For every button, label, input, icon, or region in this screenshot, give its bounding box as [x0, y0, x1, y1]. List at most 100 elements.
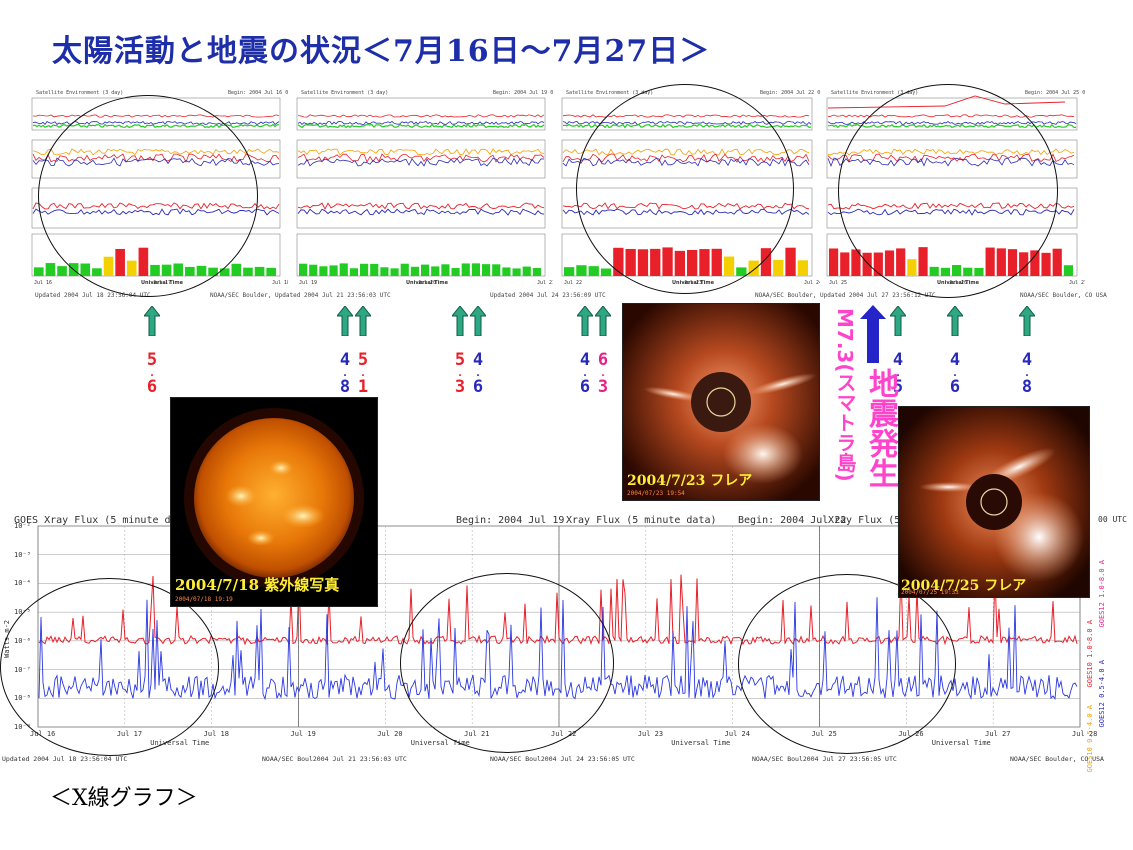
- kp-bar: [138, 247, 149, 276]
- satellite-panel: Satellite Environment (3 day) Begin: 2004…: [295, 88, 553, 288]
- kp-bar: [161, 264, 172, 276]
- top-footer-3: Updated 2004 Jul 24 23:56:09 UTC: [490, 292, 606, 299]
- kp-bar: [723, 256, 735, 276]
- xray-legend-item: GOES12 1.0-8.0 A: [1098, 560, 1106, 628]
- xray-axis-label: Universal Time: [931, 739, 991, 747]
- kp-bar: [674, 250, 685, 276]
- magnitude-label: 5.1: [357, 350, 369, 397]
- kp-bar: [150, 264, 160, 276]
- kp-bar: [431, 266, 440, 276]
- kp-bar: [185, 266, 195, 276]
- photo-timestamp: 2004/07/23 19:54: [627, 490, 685, 497]
- xray-tick-label: Jul 18: [203, 730, 229, 738]
- magnitude-label: 4.6: [472, 350, 484, 397]
- tick-label: Jul 18: [272, 280, 288, 286]
- magnitude-label: 4.8: [339, 350, 351, 397]
- kp-bar: [522, 266, 531, 276]
- panel-header: Satellite Environment (3 day): [36, 90, 123, 96]
- kp-bar: [851, 249, 861, 276]
- kp-bar: [996, 248, 1006, 276]
- kp-bar: [736, 267, 747, 276]
- axis-label: Universal Time: [406, 280, 449, 286]
- kp-bar: [907, 259, 917, 276]
- kp-bar: [390, 268, 399, 276]
- kp-bar: [625, 248, 636, 276]
- kp-bar: [637, 249, 649, 276]
- xray-header-5: Xray Flux (5 m: [828, 515, 913, 526]
- tick-label: Jul 22: [564, 280, 582, 286]
- xray-header-2: Begin: 2004 Jul 19: [456, 515, 565, 526]
- kp-bar: [80, 263, 91, 276]
- top-footer-mid: NOAA/SEC Boulder, Updated 2004 Jul 27 23…: [755, 292, 936, 299]
- kp-bar: [126, 260, 137, 276]
- magnitude-label: 5.3: [454, 350, 466, 397]
- kp-bar: [219, 268, 230, 276]
- kp-bar: [309, 264, 318, 276]
- satellite-panel: Satellite Environment (3 day) Begin: 2004…: [30, 88, 288, 288]
- xray-footer: NOAA/SEC Boulder, CO USA: [1010, 755, 1104, 763]
- kp-bar: [115, 248, 125, 276]
- earthquake-arrow-icon: [945, 305, 965, 337]
- earthquake-arrow-icon: [450, 305, 470, 337]
- kp-bar: [329, 265, 338, 276]
- earthquake-arrow-icon: [593, 305, 613, 337]
- kp-bar: [512, 268, 521, 276]
- xray-ytick: 10⁻⁶: [14, 636, 31, 645]
- magnitude-label: 6.3: [597, 350, 609, 397]
- panel-header: Satellite Environment (3 day): [301, 90, 388, 96]
- kp-bar: [1041, 252, 1051, 276]
- kp-bar: [410, 266, 419, 276]
- photo-timestamp: 2004/07/25 19:33: [901, 589, 959, 596]
- kp-bar: [588, 266, 599, 276]
- panel-begin: Begin: 2004 Jul 19 0:00: [493, 90, 553, 96]
- kp-bar: [319, 266, 328, 276]
- photo-caption: 2004/7/25 フレア: [901, 578, 1027, 594]
- kp-bar: [963, 267, 973, 276]
- kp-bar: [254, 266, 265, 276]
- kp-bar: [785, 247, 796, 276]
- xray-header-3: Xray Flux (5 minute data): [566, 515, 717, 526]
- xray-ytick: 10⁻²: [14, 522, 31, 530]
- xray-tick-label: Jul 27: [985, 730, 1011, 738]
- kp-bar: [400, 263, 409, 276]
- kp-bar: [662, 247, 673, 276]
- tick-label: Jul 21: [537, 280, 553, 286]
- xray-axis-label: Universal Time: [671, 739, 731, 747]
- kp-bar: [1052, 248, 1062, 276]
- panel-header: Satellite Environment (3 day): [566, 90, 653, 96]
- xray-tick-label: Jul 21: [464, 730, 490, 738]
- xray-ytick: 10⁻³: [14, 550, 31, 559]
- xray-short-series: [38, 597, 1078, 701]
- kp-bar: [650, 248, 661, 276]
- kp-bar: [840, 252, 850, 276]
- xray-tick-label: Jul 19: [290, 730, 316, 738]
- tick-label: Jul 25: [829, 280, 847, 286]
- tick-label: Jul 17: [153, 280, 171, 286]
- kp-bar: [576, 265, 587, 276]
- tick-label: Jul 19: [299, 280, 317, 286]
- xray-ytick: 10⁻⁹: [14, 723, 31, 731]
- kp-bar: [492, 264, 501, 276]
- earthquake-arrow-icon: [468, 305, 488, 337]
- xray-ytick: 10⁻⁴: [14, 579, 31, 588]
- kp-bar: [231, 263, 242, 276]
- quake-arrow: [860, 305, 886, 363]
- xray-axis-label: Universal Time: [150, 739, 210, 747]
- axis-label: Universal Time: [937, 280, 980, 286]
- xray-tick-label: Jul 24: [724, 730, 750, 738]
- kp-bar: [699, 249, 710, 276]
- kp-bar: [45, 263, 56, 276]
- kp-bar: [600, 268, 612, 276]
- kp-bar: [461, 263, 470, 276]
- kp-bar: [68, 263, 79, 276]
- kp-bar: [103, 256, 114, 276]
- magnitude-label: 4.6: [579, 350, 591, 397]
- kp-bar: [985, 247, 995, 276]
- kp-bar: [196, 265, 207, 276]
- kp-bar: [173, 263, 184, 276]
- xray-begin-right: 00 UTC: [1098, 515, 1127, 524]
- kp-bar: [57, 266, 67, 276]
- coronagraph-photo-0723: 2004/7/23 フレア 2004/07/23 19:54: [622, 303, 820, 501]
- kp-bar: [92, 268, 102, 276]
- kp-bar: [760, 248, 772, 276]
